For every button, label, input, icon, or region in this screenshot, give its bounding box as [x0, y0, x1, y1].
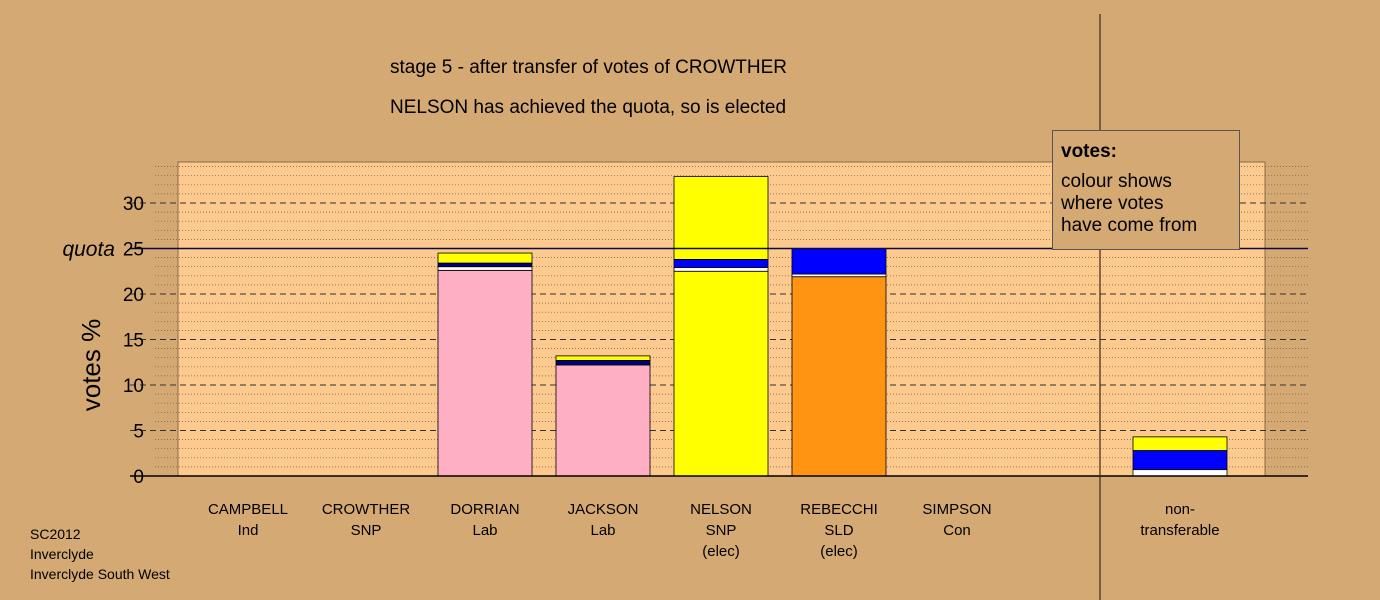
bar-segment	[673, 259, 769, 269]
x-tick-label: Ind	[238, 522, 259, 539]
x-tick-label: SNP	[706, 522, 737, 539]
chart-subtitle: NELSON has achieved the quota, so is ele…	[390, 97, 787, 118]
footer-council: Inverclyde	[30, 546, 94, 562]
legend-line: colour shows	[1061, 171, 1172, 192]
y-tick-label: 5	[133, 422, 144, 443]
x-tick-label: CROWTHER	[322, 501, 410, 518]
bar-segment	[673, 267, 769, 272]
y-tick-label: 25	[123, 240, 144, 261]
legend-line: have come from	[1061, 215, 1198, 236]
footer-election: SC2012	[30, 526, 81, 542]
bar-segment	[555, 360, 651, 366]
legend-title: votes:	[1061, 141, 1117, 162]
x-tick-label: SNP	[351, 522, 382, 539]
bar-segment	[437, 269, 533, 477]
x-tick-label: DORRIAN	[450, 501, 519, 518]
y-tick-label: 30	[123, 194, 144, 215]
x-tick-label: Con	[943, 522, 971, 539]
x-tick-label: Lab	[590, 522, 615, 539]
y-tick-label: 20	[123, 285, 144, 306]
bar-segment	[1132, 436, 1228, 451]
x-tick-label: SIMPSON	[922, 501, 991, 518]
bar-segment	[437, 262, 533, 268]
x-tick-label: CAMPBELL	[208, 501, 288, 518]
bar-segment	[791, 273, 887, 278]
bar-segment	[437, 266, 533, 271]
x-tick-label: SLD	[824, 522, 853, 539]
x-tick-label: JACKSON	[568, 501, 639, 518]
y-tick-label: 0	[133, 467, 144, 488]
x-tick-label: Lab	[472, 522, 497, 539]
y-tick-label: 10	[123, 376, 144, 397]
footer-ward: Inverclyde South West	[30, 566, 170, 582]
bar-segment	[1132, 469, 1228, 477]
bar-segment	[555, 355, 651, 361]
y-axis-label: votes %	[76, 319, 106, 412]
chart-title: stage 5 - after transfer of votes of CRO…	[390, 57, 788, 78]
x-tick-label: transferable	[1140, 522, 1219, 539]
x-tick-label: NELSON	[690, 501, 752, 518]
bar-segment	[791, 248, 887, 275]
bar-segment	[673, 270, 769, 477]
legend: votes: colour shows where votes have com…	[1052, 130, 1240, 250]
y-tick-label: 15	[123, 331, 144, 352]
bar-segment	[1132, 450, 1228, 471]
x-tick-label: non-	[1165, 501, 1195, 518]
x-tick-label: (elec)	[702, 543, 740, 560]
quota-label: quota	[62, 238, 115, 261]
bar-segment	[673, 176, 769, 260]
bar-segment	[555, 364, 651, 477]
bar-segment	[791, 276, 887, 477]
bar-segment	[437, 252, 533, 264]
legend-line: where votes	[1061, 193, 1164, 214]
x-tick-label: REBECCHI	[800, 501, 878, 518]
x-tick-label: (elec)	[820, 543, 858, 560]
